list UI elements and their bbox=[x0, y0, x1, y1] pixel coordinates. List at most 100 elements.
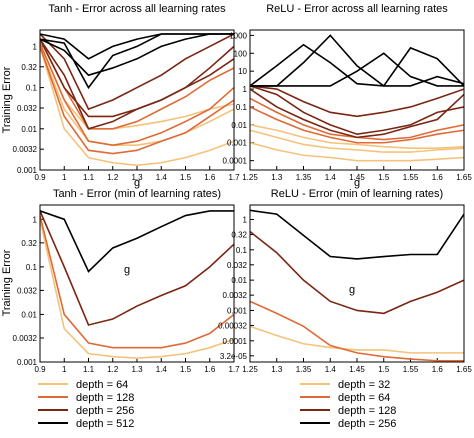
x-axis-label: g bbox=[124, 264, 130, 276]
x-tick-label: 1.6 bbox=[204, 173, 216, 182]
y-tick-label: 10 bbox=[238, 67, 247, 76]
x-tick-label: 1.35 bbox=[296, 173, 312, 182]
x-tick-label: 1.1 bbox=[83, 365, 95, 374]
y-tick-label: 0.01 bbox=[21, 125, 37, 134]
x-tick-label: 1.25 bbox=[242, 173, 258, 182]
series-line bbox=[40, 38, 234, 130]
series-line bbox=[250, 85, 464, 136]
series-line bbox=[250, 209, 464, 260]
legend-label: depth = 256 bbox=[76, 405, 134, 417]
legend-label: depth = 512 bbox=[76, 418, 134, 430]
x-tick-label: 1.45 bbox=[349, 173, 365, 182]
x-axis-label: g bbox=[134, 177, 140, 189]
series-line bbox=[250, 34, 464, 87]
y-tick-label: 0.001 bbox=[17, 166, 38, 175]
y-tick-label: 0.01 bbox=[21, 310, 37, 319]
x-tick-label: 1.4 bbox=[325, 173, 337, 182]
plot-frame bbox=[39, 204, 235, 363]
series-line bbox=[40, 33, 234, 60]
x-tick-label: 1.65 bbox=[456, 365, 472, 374]
x-axis-label: g bbox=[349, 284, 355, 296]
chart-title: ReLU - Error across all learning rates bbox=[266, 3, 448, 15]
series-line bbox=[250, 124, 464, 149]
y-tick-label: 0.00032 bbox=[218, 321, 247, 330]
legend-label: depth = 128 bbox=[338, 405, 396, 417]
x-tick-label: 1.4 bbox=[156, 365, 168, 374]
y-tick-label: 0.001 bbox=[227, 139, 248, 148]
y-tick-label: 100 bbox=[234, 49, 248, 58]
series-line bbox=[40, 42, 234, 130]
y-tick-label: 0.001 bbox=[17, 358, 38, 367]
x-tick-label: 1.3 bbox=[271, 173, 283, 182]
x-tick-label: 1.1 bbox=[83, 173, 95, 182]
series-line bbox=[250, 52, 464, 87]
series-line bbox=[250, 88, 464, 139]
y-tick-label: 0.32 bbox=[231, 230, 247, 239]
x-tick-label: 1.35 bbox=[296, 365, 312, 374]
y-tick-label: 0.0001 bbox=[223, 337, 248, 346]
series-line bbox=[250, 141, 464, 162]
y-tick-label: 0.1 bbox=[26, 84, 38, 93]
chart-title: ReLU - Error (min of learning rates) bbox=[271, 188, 443, 200]
chart-title: Tanh - Error across all learning rates bbox=[48, 3, 226, 15]
x-tick-label: 1.6 bbox=[432, 173, 444, 182]
x-tick-label: 1.5 bbox=[378, 365, 390, 374]
x-tick-label: 1.6 bbox=[204, 365, 216, 374]
series-line bbox=[40, 215, 234, 349]
x-tick-label: 1.65 bbox=[456, 173, 472, 182]
y-tick-label: 0.01 bbox=[231, 276, 247, 285]
chart-title: Tanh - Error (min of learning rates) bbox=[53, 188, 221, 200]
series-line bbox=[40, 38, 234, 130]
y-tick-label: 0.32 bbox=[21, 63, 37, 72]
x-tick-label: 1 bbox=[62, 173, 67, 182]
series-line bbox=[40, 46, 234, 146]
y-axis-label: Training Error bbox=[1, 249, 13, 316]
series-line bbox=[40, 46, 234, 167]
series-line bbox=[40, 33, 234, 111]
x-tick-label: 1.2 bbox=[107, 365, 119, 374]
legend-label: depth = 32 bbox=[338, 379, 390, 391]
series-line bbox=[250, 43, 464, 87]
x-tick-label: 1.3 bbox=[131, 173, 143, 182]
series-line bbox=[40, 219, 234, 360]
x-tick-label: 1.3 bbox=[271, 365, 283, 374]
x-tick-label: 1.4 bbox=[156, 173, 168, 182]
x-tick-label: 0.9 bbox=[34, 173, 46, 182]
x-tick-label: 1.7 bbox=[228, 365, 240, 374]
x-tick-label: 1.4 bbox=[325, 365, 337, 374]
series-line bbox=[250, 106, 464, 144]
y-tick-label: 1 bbox=[33, 215, 38, 224]
x-tick-label: 1.6 bbox=[432, 365, 444, 374]
y-tick-label: 0.0032 bbox=[13, 145, 38, 154]
legend-label: depth = 64 bbox=[76, 379, 128, 391]
legend-label: depth = 256 bbox=[338, 418, 396, 430]
series-line bbox=[250, 300, 464, 362]
series-line bbox=[40, 210, 234, 273]
series-line bbox=[40, 210, 234, 326]
x-tick-label: 1.7 bbox=[228, 173, 240, 182]
series-line bbox=[40, 33, 234, 77]
y-tick-label: 0.32 bbox=[21, 239, 37, 248]
x-tick-label: 1.2 bbox=[107, 173, 119, 182]
y-tick-label: 3.2e-05 bbox=[220, 352, 248, 361]
y-tick-label: 0.032 bbox=[17, 104, 38, 113]
series-line bbox=[250, 230, 464, 315]
series-line bbox=[250, 129, 464, 153]
x-tick-label: 1.55 bbox=[403, 173, 419, 182]
legend-label: depth = 128 bbox=[76, 392, 134, 404]
y-tick-label: 0.1 bbox=[26, 263, 38, 272]
legend-label: depth = 64 bbox=[338, 392, 390, 404]
y-tick-label: 0.1 bbox=[236, 103, 248, 112]
y-tick-label: 1 bbox=[243, 85, 248, 94]
x-tick-label: 1.5 bbox=[378, 173, 390, 182]
y-axis-label: Training Error bbox=[1, 66, 13, 133]
x-axis-label: g bbox=[354, 177, 360, 189]
series-line bbox=[40, 42, 234, 147]
y-tick-label: 0.01 bbox=[231, 121, 247, 130]
plot-frame bbox=[249, 29, 465, 171]
x-tick-label: 1.3 bbox=[131, 365, 143, 374]
plot-frame bbox=[39, 29, 235, 171]
y-tick-label: 1000 bbox=[229, 31, 247, 40]
x-tick-label: 1.45 bbox=[349, 365, 365, 374]
